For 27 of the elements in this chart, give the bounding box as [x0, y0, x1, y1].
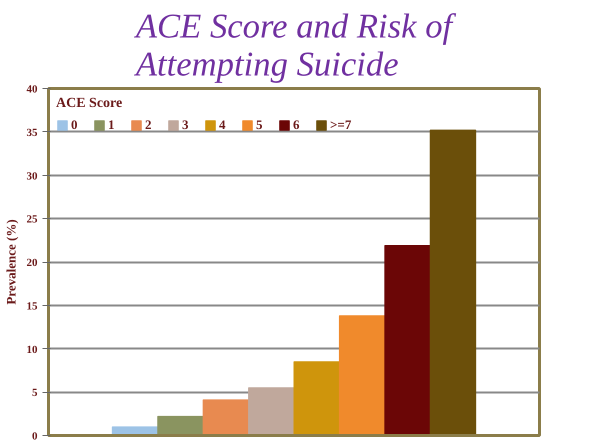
y-tick-label: 20	[26, 257, 38, 269]
legend-label: 3	[182, 117, 190, 133]
legend-label: >=7	[330, 117, 352, 133]
bar	[202, 399, 250, 436]
legend-label: 6	[293, 117, 300, 133]
legend-label: 5	[256, 117, 264, 133]
bar	[248, 387, 294, 436]
y-tick-label: 5	[32, 387, 38, 400]
legend-label: 4	[219, 117, 226, 133]
bar	[294, 361, 340, 436]
y-tick-label: 15	[26, 300, 38, 312]
bar	[157, 416, 204, 436]
bar	[384, 245, 431, 436]
y-tick-label: 0	[32, 430, 38, 442]
y-tick-label: 35	[26, 126, 38, 139]
y-tick-label: 25	[26, 214, 38, 226]
chart-title: ACE Score and Risk of Attempting Suicide	[134, 8, 457, 84]
legend-title: ACE Score	[56, 96, 124, 112]
bar	[430, 130, 476, 436]
bar	[338, 315, 386, 436]
y-axis-title: Prevalence (%)	[4, 219, 18, 305]
y-tick-label: 10	[26, 344, 38, 356]
legend-label: 1	[108, 117, 116, 133]
legend-label: 2	[145, 117, 152, 133]
legend-label: 0	[71, 117, 78, 133]
y-tick-label: 40	[26, 84, 38, 96]
y-tick-label: 30	[26, 170, 38, 182]
